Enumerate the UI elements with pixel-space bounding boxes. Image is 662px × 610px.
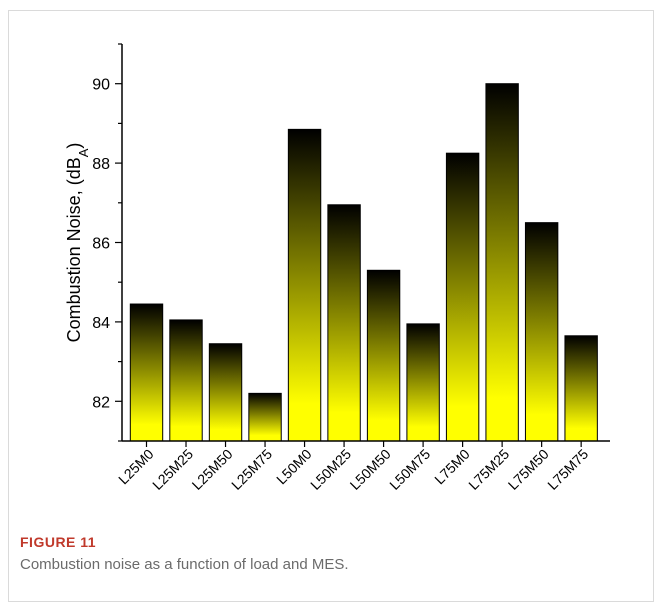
y-tick-label: 84 — [92, 315, 110, 332]
bar-L50M0 — [287, 128, 322, 442]
x-ticks-group: L25M0L25M25L25M50L25M75L50M0L50M25L50M50… — [115, 441, 591, 493]
bar-L75M0 — [445, 152, 480, 442]
bar-L75M25 — [485, 83, 519, 442]
x-tick-label: L25M25 — [149, 446, 196, 493]
figure-label: FIGURE 11 — [20, 534, 97, 550]
figure-caption: Combustion noise as a function of load a… — [20, 556, 349, 573]
bar-L50M75 — [406, 323, 440, 442]
y-ticks-group: 82 84 86 88 90 — [92, 43, 122, 442]
y-tick-label: 86 — [92, 236, 110, 253]
bars-group — [129, 83, 598, 442]
bar-L50M50 — [366, 269, 401, 442]
x-tick-label: L75M75 — [544, 446, 591, 493]
bar-L50M25 — [327, 204, 361, 442]
x-tick-label: L75M50 — [505, 446, 552, 493]
x-tick-label: L75M25 — [465, 446, 512, 493]
x-tick-label: L50M75 — [386, 446, 433, 493]
y-axis-label: Combustion Noise, (dBA) — [64, 143, 91, 343]
bar-L25M0 — [129, 303, 164, 442]
y-tick-label: 88 — [92, 156, 110, 173]
y-tick-label: 90 — [92, 77, 110, 94]
bar-L25M50 — [208, 343, 243, 442]
x-tick-label: L25M50 — [189, 446, 236, 493]
x-tick-label: L50M50 — [347, 446, 394, 493]
bar-L25M25 — [169, 319, 203, 442]
bar-L75M75 — [564, 335, 598, 442]
x-tick-label: L25M75 — [228, 446, 275, 493]
x-tick-label: L50M25 — [307, 446, 354, 493]
bar-L25M75 — [248, 392, 282, 442]
y-tick-label: 82 — [92, 394, 110, 411]
bar-L75M50 — [524, 222, 559, 442]
